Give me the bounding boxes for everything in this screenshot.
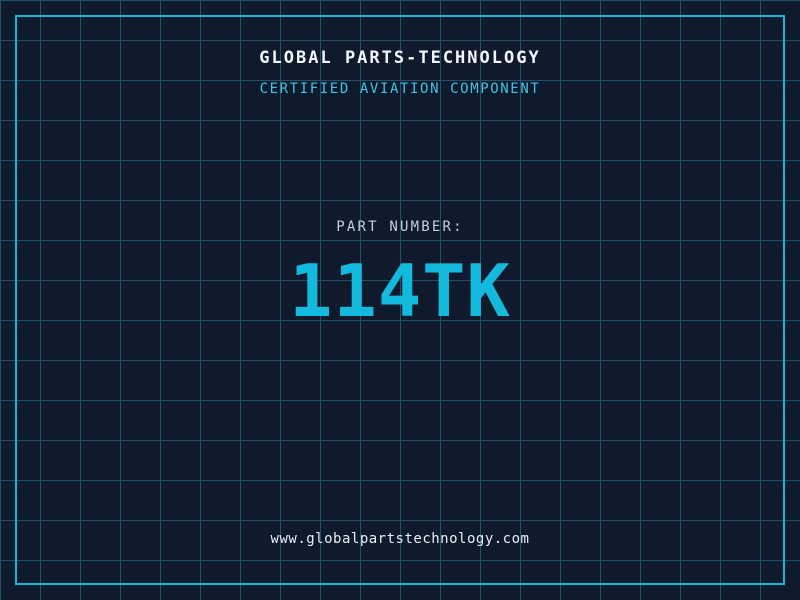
certification-subtitle: CERTIFIED AVIATION COMPONENT <box>259 81 541 97</box>
website-url: www.globalpartstechnology.com <box>270 531 530 547</box>
company-name-title: GLOBAL PARTS-TECHNOLOGY <box>259 48 541 68</box>
part-number-value: 114TK <box>289 249 511 333</box>
part-number-label: PART NUMBER: <box>336 219 464 235</box>
